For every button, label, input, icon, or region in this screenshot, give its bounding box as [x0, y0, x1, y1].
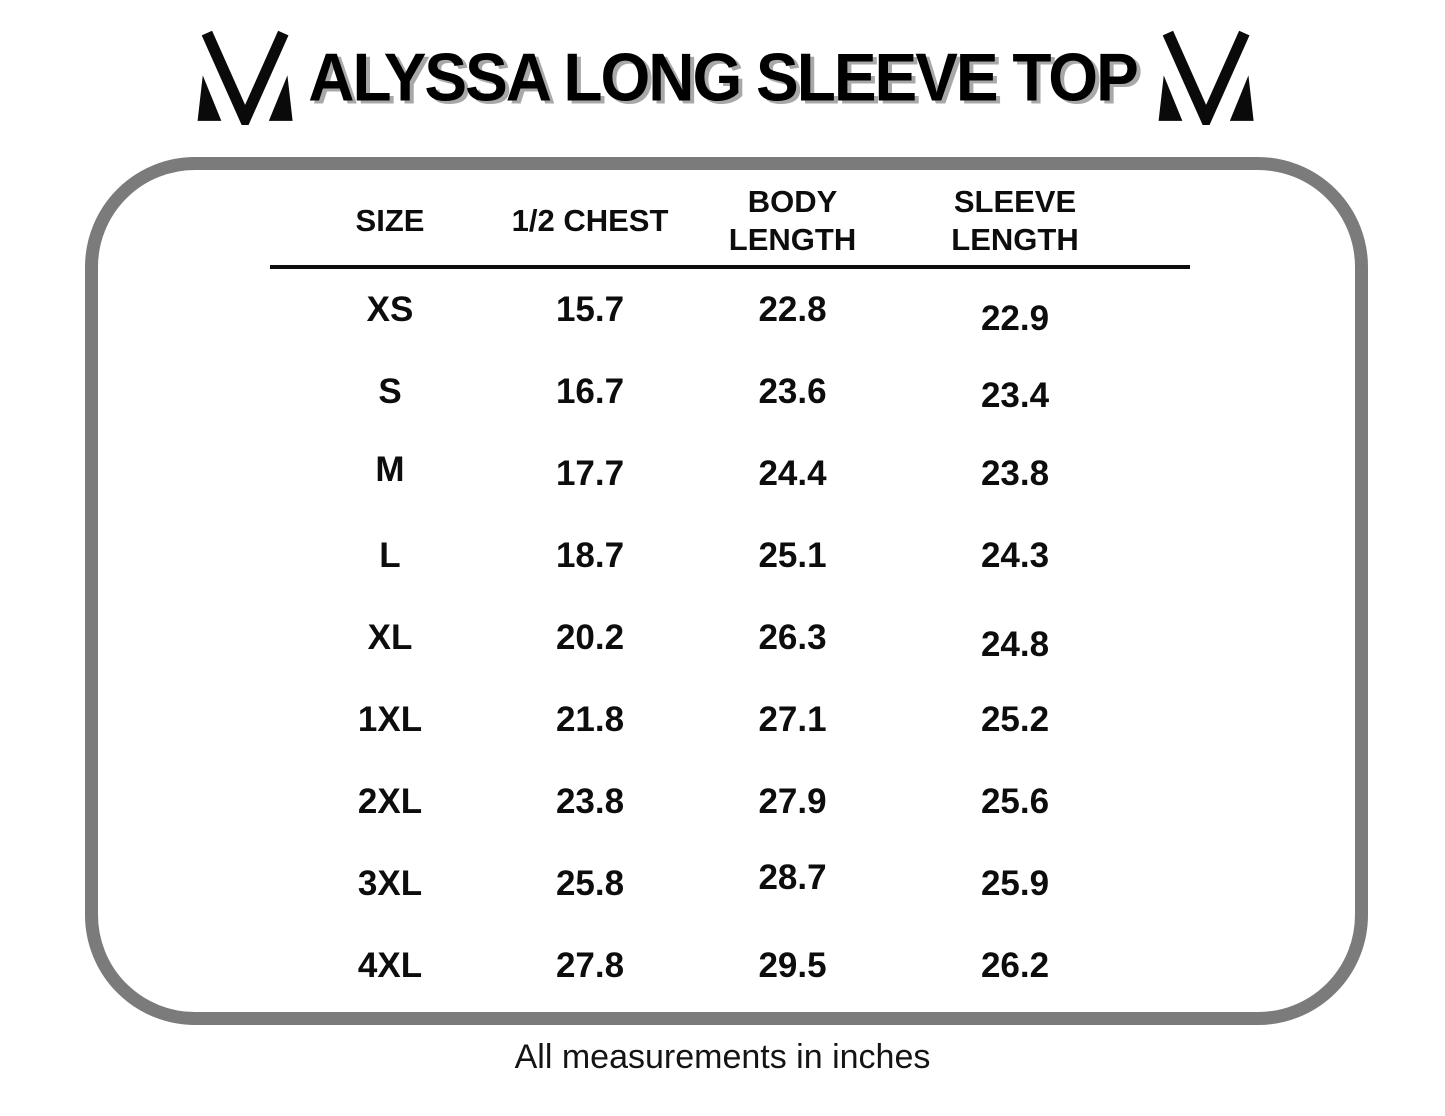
- column-header-sleeve-length: SLEEVE LENGTH: [900, 183, 1130, 259]
- table-row: L 18.7 25.1 24.3: [285, 515, 1180, 597]
- body-length-cell: 23.6: [758, 372, 827, 411]
- size-cell: L: [379, 536, 401, 575]
- half-chest-cell: 21.8: [555, 700, 625, 739]
- body-length-cell: 26.3: [758, 618, 827, 657]
- size-cell: XL: [367, 618, 413, 657]
- size-cell: XS: [366, 290, 414, 329]
- half-chest-cell: 16.7: [555, 372, 625, 411]
- column-header-size-label: SIZE: [355, 203, 425, 238]
- sleeve-length-cell: 23.4: [980, 376, 1050, 415]
- table-row: 1XL 21.8 27.1 25.2: [285, 679, 1180, 761]
- half-chest-cell: 17.7: [555, 454, 625, 493]
- size-cell: 1XL: [357, 700, 423, 739]
- column-header-half-chest: 1/2 CHEST: [495, 202, 685, 240]
- table-row: XL 20.2 26.3 24.8: [285, 597, 1180, 679]
- size-cell: M: [375, 450, 405, 489]
- body-length-cell: 27.1: [758, 700, 827, 739]
- column-header-body-length-label: BODY LENGTH: [728, 184, 857, 257]
- size-cell: 3XL: [357, 864, 423, 903]
- sleeve-length-cell: 24.8: [980, 625, 1050, 664]
- table-row: 4XL 27.8 29.5 26.2: [285, 925, 1180, 1007]
- sleeve-length-cell: 25.6: [980, 782, 1050, 821]
- sleeve-length-cell: 22.9: [980, 299, 1050, 338]
- half-chest-cell: 18.7: [555, 536, 625, 575]
- body-length-cell: 25.1: [758, 536, 827, 575]
- half-chest-cell: 20.2: [555, 618, 625, 657]
- column-header-sleeve-length-label: SLEEVE LENGTH: [951, 184, 1079, 257]
- table-body: XS 15.7 22.8 22.9 S 16.7 23.6 23.4 M 17.…: [285, 269, 1180, 1007]
- body-length-cell: 22.8: [758, 290, 827, 329]
- table-row: M 17.7 24.4 23.8: [285, 433, 1180, 515]
- table-row: 2XL 23.8 27.9 25.6: [285, 761, 1180, 843]
- half-chest-cell: 23.8: [555, 782, 625, 821]
- header-divider: [270, 265, 1190, 269]
- half-chest-cell: 15.7: [555, 290, 625, 329]
- half-chest-cell: 27.8: [555, 946, 625, 985]
- size-chart-box: [85, 157, 1368, 1025]
- sleeve-length-cell: 26.2: [980, 946, 1050, 985]
- body-length-cell: 28.7: [758, 858, 827, 897]
- body-length-cell: 24.4: [758, 454, 827, 493]
- size-cell: 2XL: [357, 782, 423, 821]
- sleeve-length-cell: 24.3: [980, 536, 1050, 575]
- table-header-row: SIZE 1/2 CHEST BODY LENGTH SLEEVE LENGTH: [285, 183, 1180, 259]
- table-row: 3XL 25.8 28.7 25.9: [285, 843, 1180, 925]
- sleeve-length-cell: 23.8: [980, 454, 1050, 493]
- m-monogram-icon: [1158, 30, 1254, 125]
- column-header-size: SIZE: [285, 202, 495, 240]
- body-length-cell: 29.5: [758, 946, 827, 985]
- page-title: ALYSSA LONG SLEEVE TOP: [308, 38, 1138, 116]
- size-table: SIZE 1/2 CHEST BODY LENGTH SLEEVE LENGTH…: [270, 183, 1190, 1007]
- column-header-body-length: BODY LENGTH: [685, 183, 900, 259]
- header: ALYSSA LONG SLEEVE TOP: [0, 18, 1445, 136]
- body-length-cell: 27.9: [758, 782, 827, 821]
- table-row: XS 15.7 22.8 22.9: [285, 269, 1180, 351]
- half-chest-cell: 25.8: [555, 864, 625, 903]
- size-cell: S: [378, 372, 402, 411]
- size-cell: 4XL: [357, 946, 423, 985]
- sleeve-length-cell: 25.9: [980, 864, 1050, 903]
- sleeve-length-cell: 25.2: [980, 700, 1050, 739]
- units-note: All measurements in inches: [514, 1038, 931, 1076]
- column-header-half-chest-label: 1/2 CHEST: [511, 203, 669, 238]
- m-monogram-icon: [197, 30, 293, 125]
- table-row: S 16.7 23.6 23.4: [285, 351, 1180, 433]
